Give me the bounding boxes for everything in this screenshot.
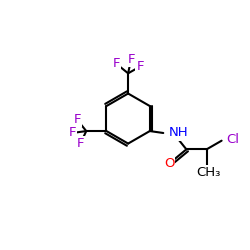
Text: F: F: [77, 137, 84, 150]
Text: NH: NH: [169, 126, 188, 140]
Text: Cl: Cl: [226, 133, 239, 146]
Text: F: F: [127, 53, 135, 66]
Text: F: F: [112, 57, 120, 70]
Text: F: F: [136, 60, 144, 73]
Text: CH₃: CH₃: [196, 166, 220, 179]
Text: F: F: [69, 126, 76, 140]
Text: F: F: [73, 113, 81, 126]
Text: O: O: [164, 157, 174, 170]
